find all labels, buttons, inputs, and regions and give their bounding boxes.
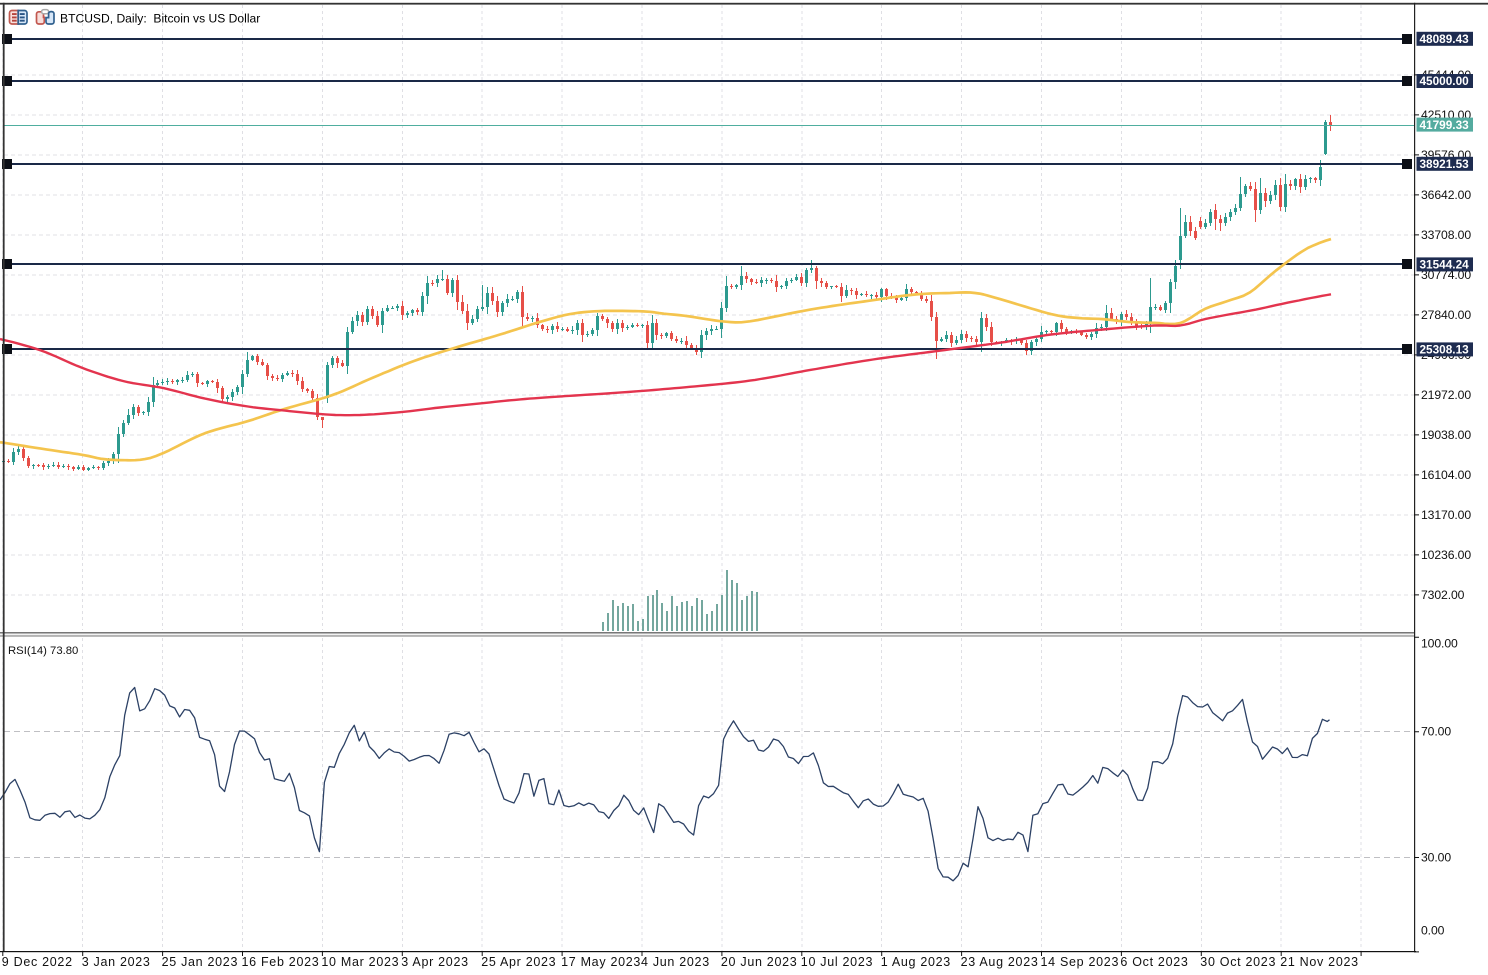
svg-text:25 Jan 2023: 25 Jan 2023 xyxy=(162,955,239,969)
svg-text:4 Jun 2023: 4 Jun 2023 xyxy=(641,955,710,969)
svg-text:RSI(14) 73.80: RSI(14) 73.80 xyxy=(8,645,78,657)
svg-text:10 Mar 2023: 10 Mar 2023 xyxy=(321,955,399,969)
svg-text:21 Nov 2023: 21 Nov 2023 xyxy=(1280,955,1359,969)
svg-text:48089.43: 48089.43 xyxy=(1420,32,1470,46)
svg-text:70.00: 70.00 xyxy=(1421,725,1451,739)
svg-text:23 Aug 2023: 23 Aug 2023 xyxy=(961,955,1039,969)
svg-text:10236.00: 10236.00 xyxy=(1421,548,1471,562)
svg-text:7302.00: 7302.00 xyxy=(1421,588,1465,602)
svg-text:16 Feb 2023: 16 Feb 2023 xyxy=(242,955,320,969)
svg-text:30.00: 30.00 xyxy=(1421,851,1451,865)
svg-text:6 Oct 2023: 6 Oct 2023 xyxy=(1120,955,1188,969)
svg-text:BTCUSD, Daily: Bitcoin vs US: BTCUSD, Daily: Bitcoin vs US Dollar xyxy=(60,12,260,26)
svg-text:45000.00: 45000.00 xyxy=(1420,74,1470,88)
svg-text:100.00: 100.00 xyxy=(1421,637,1458,651)
svg-text:1 Aug 2023: 1 Aug 2023 xyxy=(881,955,951,969)
svg-text:36642.00: 36642.00 xyxy=(1421,188,1471,202)
svg-text:13170.00: 13170.00 xyxy=(1421,508,1471,522)
svg-text:10 Jul 2023: 10 Jul 2023 xyxy=(801,955,873,969)
svg-text:9 Dec 2022: 9 Dec 2022 xyxy=(2,955,73,969)
svg-text:3 Jan 2023: 3 Jan 2023 xyxy=(82,955,151,969)
svg-text:21972.00: 21972.00 xyxy=(1421,388,1471,402)
svg-text:14 Sep 2023: 14 Sep 2023 xyxy=(1041,955,1120,969)
svg-text:20 Jun 2023: 20 Jun 2023 xyxy=(721,955,798,969)
svg-text:27840.00: 27840.00 xyxy=(1421,308,1471,322)
svg-text:30 Oct 2023: 30 Oct 2023 xyxy=(1200,955,1276,969)
svg-text:0.00: 0.00 xyxy=(1421,924,1445,938)
svg-text:41799.33: 41799.33 xyxy=(1420,118,1470,132)
svg-text:31544.24: 31544.24 xyxy=(1420,258,1470,272)
svg-text:25 Apr 2023: 25 Apr 2023 xyxy=(481,955,556,969)
svg-text:25308.13: 25308.13 xyxy=(1420,343,1470,357)
svg-text:19038.00: 19038.00 xyxy=(1421,428,1471,442)
svg-text:33708.00: 33708.00 xyxy=(1421,228,1471,242)
svg-text:16104.00: 16104.00 xyxy=(1421,468,1471,482)
svg-text:3 Apr 2023: 3 Apr 2023 xyxy=(401,955,468,969)
svg-text:17 May 2023: 17 May 2023 xyxy=(561,955,641,969)
svg-text:38921.53: 38921.53 xyxy=(1420,157,1470,171)
